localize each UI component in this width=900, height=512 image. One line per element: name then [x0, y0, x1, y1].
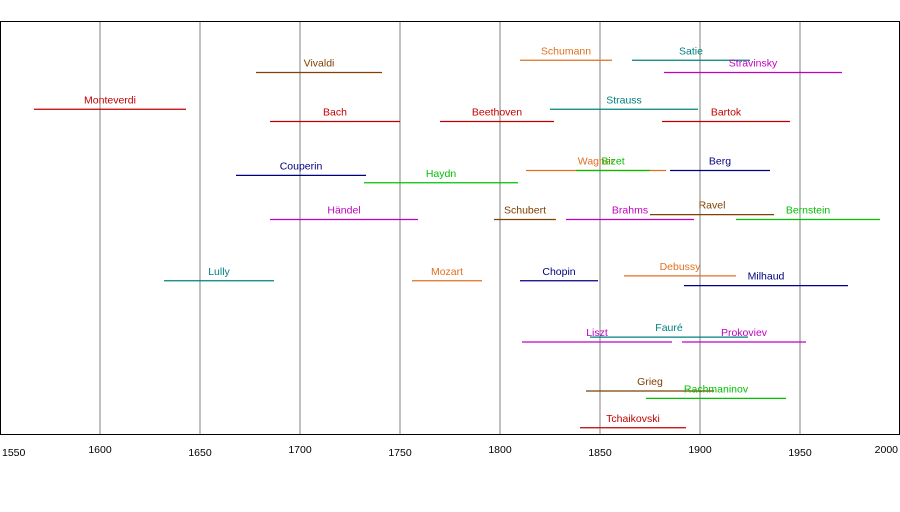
composer-name-label: Couperin: [280, 160, 323, 172]
composer-name-label: Milhaud: [748, 271, 785, 283]
composer-name-label: Brahms: [612, 205, 648, 217]
composer-bernstein: Bernstein: [736, 205, 880, 221]
composer-name-label: Rachmaninov: [684, 383, 749, 395]
x-tick-label: 1700: [288, 444, 312, 456]
composer-strauss: Strauss: [550, 94, 698, 110]
composer-stravinsky: Stravinsky: [664, 58, 842, 74]
composer-name-label: Wagner: [578, 156, 615, 168]
composer-mozart: Mozart: [412, 266, 482, 282]
composer-name-label: Liszt: [586, 327, 608, 339]
composer-satie: Satie: [632, 45, 750, 61]
composer-name-label: Beethoven: [472, 107, 522, 119]
composer-brahms: Brahms: [566, 205, 694, 221]
grid-lines: [99, 22, 801, 434]
composer-lully: Lully: [164, 266, 274, 282]
x-tick-label: 1750: [388, 447, 412, 459]
composer-tchaikovski: Tchaikovski: [580, 413, 686, 429]
composer-name-label: Schubert: [504, 205, 546, 217]
composer-name-label: Grieg: [637, 376, 663, 388]
composer-lifespans: Monteverdi Vivaldi Bach Couperin Händel Lully…: [34, 45, 880, 429]
composer-name-label: Bartok: [711, 107, 742, 119]
composer-chopin: Chopin: [520, 266, 598, 282]
composer-name-label: Stravinsky: [729, 58, 778, 70]
composer-name-label: Bernstein: [786, 205, 831, 217]
composer-name-label: Schumann: [541, 45, 591, 57]
composer-name-label: Tchaikovski: [606, 413, 660, 425]
x-tick-label: 1800: [488, 444, 512, 456]
composer-couperin: Couperin: [236, 160, 366, 176]
composer-milhaud: Milhaud: [684, 271, 848, 287]
composer-liszt: Liszt: [522, 327, 672, 343]
composer-grieg: Grieg: [586, 376, 714, 392]
x-axis-tick-labels: 1550 1600 1650 1700 1750 1800 1850 1900 1950 2000: [2, 444, 898, 459]
composer-name-label: Vivaldi: [304, 58, 335, 70]
x-tick-label: 1950: [788, 447, 812, 459]
composer-name-label: Monteverdi: [84, 94, 136, 106]
composer-name-label: Fauré: [655, 322, 683, 334]
composer-schumann: Schumann: [520, 45, 612, 61]
composer-schubert: Schubert: [494, 205, 556, 221]
x-tick-label: 1900: [688, 444, 712, 456]
composer-name-label: Lully: [208, 266, 230, 278]
composer-berg: Berg: [670, 156, 770, 172]
composer-fauré: Fauré: [590, 322, 748, 338]
composer-name-label: Prokoviev: [721, 327, 768, 339]
composer-name-label: Bizet: [601, 156, 624, 168]
composer-bartok: Bartok: [662, 107, 790, 123]
composer-vivaldi: Vivaldi: [256, 58, 382, 74]
composer-name-label: Haydn: [426, 168, 457, 180]
composer-name-label: Strauss: [606, 94, 642, 106]
composer-beethoven: Beethoven: [440, 107, 554, 123]
composer-name-label: Satie: [679, 45, 703, 57]
x-tick-label: 1550: [2, 447, 26, 459]
composer-rachmaninov: Rachmaninov: [646, 383, 786, 399]
composer-name-label: Berg: [709, 156, 731, 168]
composer-monteverdi: Monteverdi: [34, 94, 186, 110]
x-tick-label: 1850: [588, 447, 612, 459]
composer-händel: Händel: [270, 205, 418, 221]
composer-name-label: Händel: [327, 205, 360, 217]
composer-name-label: Mozart: [431, 266, 463, 278]
composer-name-label: Bach: [323, 107, 347, 119]
composer-debussy: Debussy: [624, 261, 736, 277]
composer-haydn: Haydn: [364, 168, 518, 184]
composer-prokoviev: Prokoviev: [682, 327, 806, 343]
x-tick-label: 1600: [88, 444, 112, 456]
x-tick-label: 1650: [188, 447, 212, 459]
composer-ravel: Ravel: [650, 200, 774, 216]
composer-name-label: Debussy: [660, 261, 702, 273]
plot-frame: [0, 21, 900, 435]
composer-bizet: Bizet: [576, 156, 650, 172]
composer-bach: Bach: [270, 107, 400, 123]
x-tick-label: 2000: [875, 444, 899, 456]
composer-name-label: Ravel: [699, 200, 726, 212]
composer-name-label: Chopin: [542, 266, 575, 278]
